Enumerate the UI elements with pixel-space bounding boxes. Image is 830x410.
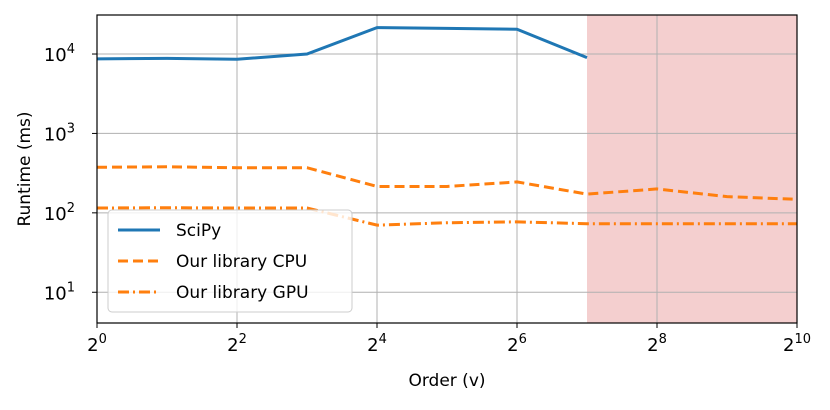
tick-base: 2 bbox=[507, 335, 518, 356]
x-tick-label: 20 bbox=[87, 332, 107, 356]
tick-exponent: 0 bbox=[99, 332, 107, 347]
tick-base: 10 bbox=[44, 45, 67, 66]
tick-exponent: 3 bbox=[67, 121, 75, 136]
y-tick-label: 101 bbox=[44, 280, 75, 304]
tick-base: 2 bbox=[647, 335, 658, 356]
tick-exponent: 4 bbox=[67, 42, 75, 57]
tick-base: 2 bbox=[87, 335, 98, 356]
x-tick-label: 22 bbox=[227, 332, 247, 356]
x-tick-label: 26 bbox=[507, 332, 527, 356]
y-axis-label: Runtime (ms) bbox=[15, 111, 35, 226]
y-tick-label: 104 bbox=[44, 42, 75, 66]
tick-exponent: 6 bbox=[519, 332, 527, 347]
tick-base: 10 bbox=[44, 204, 67, 225]
tick-exponent: 2 bbox=[67, 201, 75, 216]
tick-base: 10 bbox=[44, 124, 67, 145]
legend-label: SciPy bbox=[176, 221, 221, 241]
legend-label: Our library CPU bbox=[176, 252, 307, 272]
x-tick-label: 210 bbox=[783, 332, 811, 356]
tick-exponent: 2 bbox=[239, 332, 247, 347]
x-axis-label: Order (v) bbox=[408, 371, 485, 391]
series-line bbox=[96, 206, 797, 227]
legend-box bbox=[107, 209, 353, 313]
legend-label: Our library GPU bbox=[176, 283, 309, 303]
x-tick-label: 24 bbox=[367, 332, 387, 356]
tick-base: 10 bbox=[44, 283, 67, 304]
tick-exponent: 1 bbox=[67, 280, 75, 295]
legend: SciPy Our library CPU Our library GPU bbox=[107, 209, 353, 313]
y-tick-label: 102 bbox=[44, 201, 75, 225]
x-tick-label: 28 bbox=[647, 332, 667, 356]
tick-base: 2 bbox=[367, 335, 378, 356]
tick-exponent: 10 bbox=[794, 332, 811, 347]
shaded-region bbox=[587, 15, 797, 323]
tick-exponent: 8 bbox=[659, 332, 667, 347]
series-line bbox=[96, 165, 798, 201]
tick-base: 2 bbox=[227, 335, 238, 356]
plot-frame bbox=[96, 14, 798, 324]
tick-exponent: 4 bbox=[379, 332, 387, 347]
y-tick-label: 103 bbox=[44, 121, 75, 145]
tick-base: 2 bbox=[783, 335, 794, 356]
series-line bbox=[96, 26, 588, 61]
